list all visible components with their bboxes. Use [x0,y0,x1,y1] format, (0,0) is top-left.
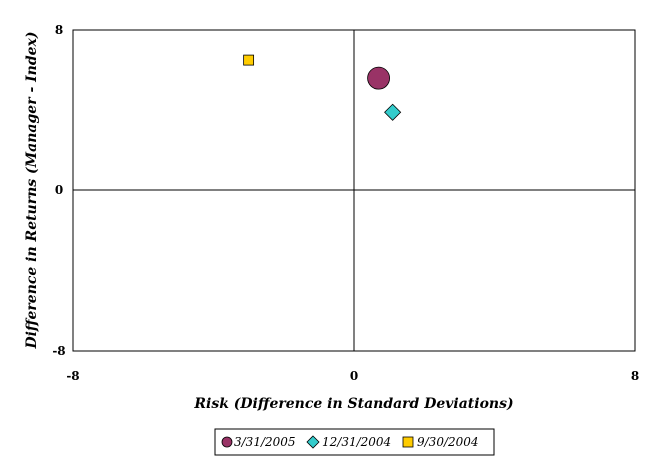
legend-label-3-31-2005: 3/31/2005 [234,435,296,449]
y-tick-label-bottom: -8 [52,344,65,358]
legend-diamond-marker [306,435,320,449]
x-tick-label-mid: 0 [350,369,358,383]
legend-box [214,428,495,456]
x-axis-title: Risk (Difference in Standard Deviations) [193,396,513,412]
y-axis-title: Difference in Returns (Manager - Index) [24,31,40,349]
x-tick-label-left: -8 [66,369,79,383]
legend-label-12-31-2004: 12/31/2004 [322,435,391,449]
y-tick-label-mid: 0 [55,183,63,197]
x-tick-label-right: 8 [631,369,639,383]
legend-label-9-30-2004: 9/30/2004 [417,435,479,449]
legend-circle-marker [221,436,233,448]
legend: 3/31/2005 12/31/2004 9/30/2004 [214,428,495,456]
y-tick-label-top: 8 [55,23,63,37]
data-point-12-31-2004 [384,103,402,121]
legend-square-marker [402,436,414,448]
markers [243,54,402,121]
data-point-9-30-2004 [243,54,255,66]
data-point-3-31-2005 [367,66,390,90]
